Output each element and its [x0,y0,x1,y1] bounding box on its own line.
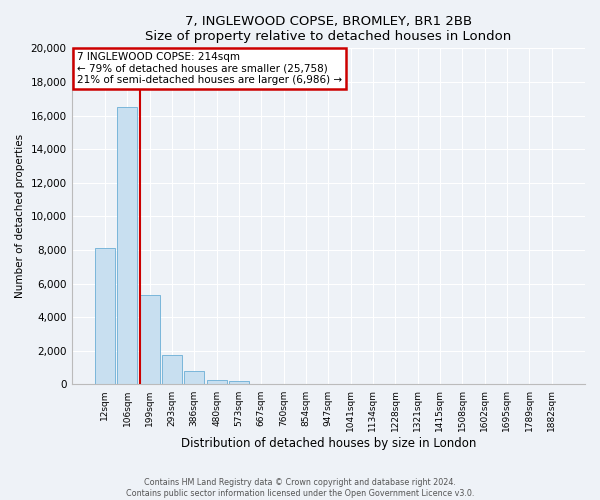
Bar [162,355,182,384]
Y-axis label: Number of detached properties: Number of detached properties [15,134,25,298]
Text: Contains HM Land Registry data © Crown copyright and database right 2024.
Contai: Contains HM Land Registry data © Crown c… [126,478,474,498]
Title: 7, INGLEWOOD COPSE, BROMLEY, BR1 2BB
Size of property relative to detached house: 7, INGLEWOOD COPSE, BROMLEY, BR1 2BB Siz… [145,15,511,43]
X-axis label: Distribution of detached houses by size in London: Distribution of detached houses by size … [181,437,476,450]
Bar [229,382,249,384]
Bar [95,248,115,384]
Bar [117,107,137,384]
Bar [140,296,160,384]
Text: 7 INGLEWOOD COPSE: 214sqm
← 79% of detached houses are smaller (25,758)
21% of s: 7 INGLEWOOD COPSE: 214sqm ← 79% of detac… [77,52,342,85]
Bar [184,372,205,384]
Bar [206,380,227,384]
